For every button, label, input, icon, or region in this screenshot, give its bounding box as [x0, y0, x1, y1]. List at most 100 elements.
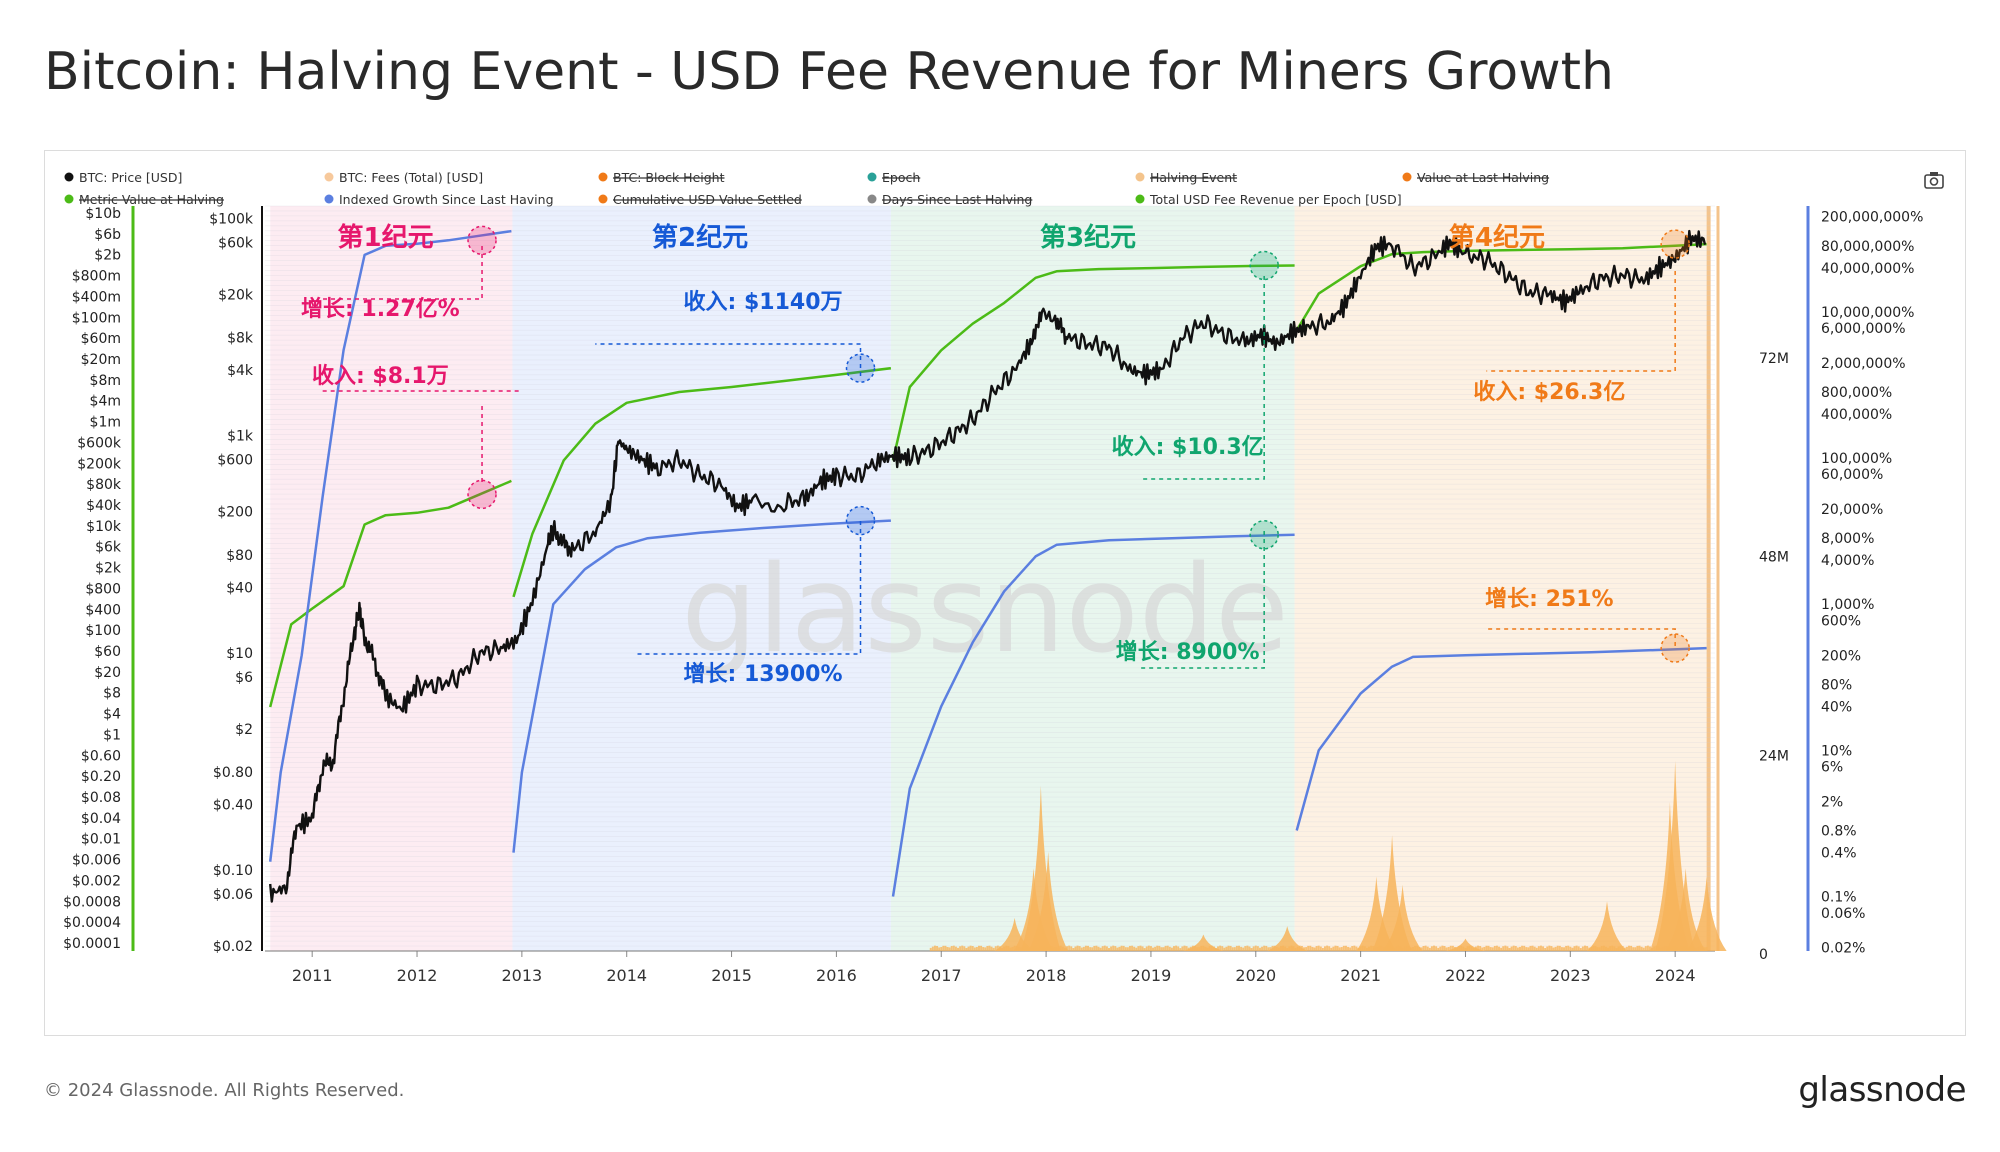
axis-left-price-label: $600 [217, 453, 253, 469]
revenue-annotation-2: 收入: $1140万 [684, 289, 843, 315]
camera-icon[interactable] [1924, 172, 1944, 189]
axis-left-price-label: $60k [218, 235, 254, 251]
legend-item-0: BTC: Price [USD] [64, 170, 182, 185]
series-btc-price [269, 229, 1707, 903]
axis-left-price-label: $1k [227, 429, 254, 445]
axis-left-outer-label: $0.08 [81, 790, 121, 806]
legend-label: Value at Last Halving [1417, 170, 1549, 185]
grid-lines [265, 205, 1715, 947]
axis-left-price-label: $100k [209, 211, 254, 227]
axis-left-outer-label: $400 [85, 602, 121, 618]
legend-label: Halving Event [1150, 170, 1237, 185]
axis-right-fees-label: 48M [1759, 550, 1789, 566]
revenue-annotation-3: 收入: $10.3亿 [1112, 434, 1264, 460]
axis-right-growth-label: 6,000,000% [1821, 321, 1906, 337]
legend-item-9: Days Since Last Halving [867, 192, 1032, 207]
x-tick-label: 2023 [1550, 966, 1591, 985]
legend-item-10: Total USD Fee Revenue per Epoch [USD] [1135, 192, 1402, 207]
axis-left-price-label: $0.80 [213, 765, 253, 781]
legend-dot [598, 194, 608, 204]
axis-left-outer-label: $400m [72, 289, 121, 305]
axis-left-price-label: $10 [226, 646, 253, 662]
footer-logo[interactable]: glassnode [1798, 1070, 1966, 1110]
legend-dot [1402, 172, 1412, 182]
axis-left-outer-label: $20m [81, 352, 121, 368]
fee-spike [1445, 938, 1486, 951]
axis-left-price-label: $0.06 [213, 887, 253, 903]
fee-spike [1183, 934, 1224, 951]
axis-right-growth-label: 4,000% [1821, 553, 1874, 569]
watermark: glassnode [681, 541, 1289, 680]
legend-dot [867, 194, 877, 204]
series-indexed-growth [268, 229, 1707, 897]
axis-right-fees-label: 0 [1759, 947, 1768, 963]
revenue-annotation-4: 收入: $26.3亿 [1473, 379, 1625, 405]
axis-left-outer-label: $0.006 [72, 853, 121, 869]
x-tick-label: 2024 [1655, 966, 1696, 985]
chart-svg: glassnode 2011 2012 2013 2014 2015 2016 2017 201… [63, 170, 1944, 985]
legend-dot [1135, 194, 1145, 204]
annotation-leader-line [1140, 276, 1265, 480]
fees-area [929, 760, 1727, 951]
axis-right-growth-label: 1,000% [1821, 597, 1874, 613]
axis-right-growth-label: 100,000% [1821, 451, 1892, 467]
epoch-label-1: 第1纪元 [338, 222, 434, 253]
fee-spike [994, 917, 1035, 951]
legend-item-8: Cumulative USD Value Settled [598, 192, 802, 207]
axis-right-fees-label: 24M [1759, 748, 1789, 764]
axis-right-growth-label: 0.8% [1821, 824, 1857, 840]
legend-dot [1135, 172, 1145, 182]
axis-left-price-label: $2 [235, 722, 253, 738]
halving-marker-2-growth [845, 505, 876, 536]
axis-right-fees-label: 72M [1759, 351, 1789, 367]
axis-right-growth-label: 80% [1821, 677, 1852, 693]
halving-marker-2-metric [845, 353, 876, 383]
camera-body [1924, 174, 1944, 189]
axis-left-price-label: $200 [217, 505, 253, 521]
annotation-leader-line [1140, 531, 1265, 669]
legend-item-3: Epoch [867, 170, 920, 185]
axis-left-outer-label: $800 [85, 581, 121, 597]
axis-right-growth-label: 0.02% [1821, 941, 1865, 957]
axis-left-outer-label: $60m [81, 331, 121, 347]
x-tick-label: 2020 [1235, 966, 1276, 985]
axis-left-outer-label: $100m [72, 310, 121, 326]
legend-label: Cumulative USD Value Settled [613, 192, 802, 207]
annotation-leader-line [1486, 628, 1676, 646]
growth-annotation-1: 增长: 1.27亿% [301, 296, 460, 322]
x-tick-label: 2021 [1340, 966, 1381, 985]
axis-left-outer-label: $0.20 [81, 769, 121, 785]
camera-lens [1929, 177, 1939, 186]
axis-left-price-label: $80 [226, 548, 253, 564]
axis-left-price-label: $20k [218, 287, 254, 303]
x-tick-label: 2017 [921, 966, 962, 985]
fee-spike [1382, 884, 1423, 951]
axis-right-growth-label: 2,000,000% [1821, 356, 1906, 372]
legend-item-5: Value at Last Halving [1402, 170, 1549, 185]
fee-spike [1356, 876, 1397, 951]
legend-dot [324, 194, 334, 204]
x-tick-label: 2014 [606, 966, 647, 985]
axis-left-outer-label: $600k [77, 435, 122, 451]
axis-left-outer-label: $8 [103, 686, 121, 702]
axis-left-outer-label: $0.0001 [63, 936, 121, 952]
axis-right-growth-label: 400,000% [1821, 407, 1892, 423]
axis-right-growth-label: 0.4% [1821, 846, 1857, 862]
revenue-annotation-1: 收入: $8.1万 [312, 363, 449, 389]
axis-right-growth-label: 800,000% [1821, 385, 1892, 401]
x-tick-label: 2011 [292, 966, 333, 985]
axis-left-outer-label: $4m [90, 394, 121, 410]
axis-left-outer-label: $0.0004 [63, 915, 121, 931]
axis-left-outer-label: $0.60 [81, 748, 121, 764]
axis-right-growth-label: 2% [1821, 794, 1843, 810]
axis-left-outer-label: $800m [72, 269, 121, 285]
axis-left-outer-label: $1 [103, 727, 121, 743]
axis-left-outer-label: $0.0008 [63, 894, 121, 910]
axis-right-growth-label: 6% [1821, 760, 1843, 776]
epoch-label-3: 第3纪元 [1040, 222, 1136, 253]
legend-label: Metric Value at Halving [79, 192, 224, 207]
axis-left-outer-label: $10b [85, 206, 121, 222]
axis-left-outer-label: $6k [95, 540, 122, 556]
growth-annotation-2: 增长: 13900% [683, 661, 842, 687]
x-tick-label: 2013 [502, 966, 543, 985]
